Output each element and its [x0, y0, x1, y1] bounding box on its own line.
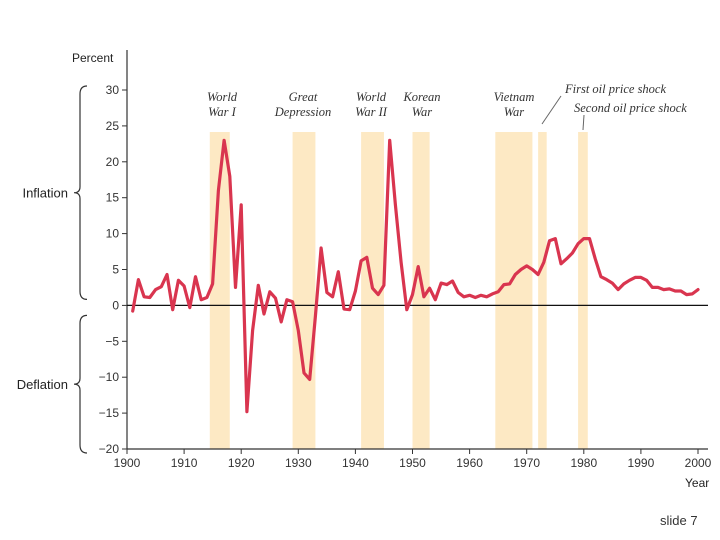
label-line: War I [208, 105, 237, 119]
leader-second-oil-shock [582, 114, 585, 131]
x-tick-label: 1950 [399, 456, 426, 470]
label-line: First oil price shock [564, 82, 666, 96]
label-first-oil-price-shock: First oil price shock [564, 82, 666, 96]
slide-number: slide 7 [660, 513, 698, 528]
y-tick-label: 30 [106, 83, 120, 97]
bracket-inflation [73, 85, 88, 300]
bracket-deflation [73, 314, 88, 454]
x-tick-label: 1980 [570, 456, 597, 470]
label-line: Korean [402, 90, 440, 104]
x-tick-label: 1920 [228, 456, 255, 470]
label-line: Vietnam [494, 90, 535, 104]
y-tick-label: −15 [99, 406, 120, 420]
label-line: War [504, 105, 525, 119]
label-second-oil-price-shock: Second oil price shock [574, 101, 687, 115]
y-tick-label: 25 [106, 119, 120, 133]
x-tick-label: 2000 [685, 456, 712, 470]
bracket-label-deflation: Deflation [17, 377, 68, 392]
label-line: Great [289, 90, 318, 104]
band-world-war-1 [209, 132, 230, 449]
label-line: War II [355, 105, 388, 119]
y-tick-label: 10 [106, 227, 120, 241]
label-great-depression: Great Depression [274, 90, 331, 119]
x-tick-label: 1940 [342, 456, 369, 470]
label-vietnam-war: Vietnam War [494, 90, 535, 119]
x-tick-label: 1990 [628, 456, 655, 470]
band-great-depression [292, 132, 316, 449]
x-tick-label: 1930 [285, 456, 312, 470]
y-tick-label: −20 [99, 442, 120, 456]
x-tick-label: 1910 [171, 456, 198, 470]
y-tick-label: 0 [112, 298, 119, 312]
band-first-oil-price-shock [538, 132, 547, 449]
band-second-oil-price-shock [578, 132, 588, 449]
x-tick-label: 1970 [513, 456, 540, 470]
y-tick-label: 15 [106, 191, 120, 205]
series-layer [131, 138, 700, 414]
leader-first-oil-shock [541, 95, 562, 125]
period-bands [209, 132, 588, 449]
y-tick-label: −5 [105, 334, 119, 348]
band-korean-war [412, 132, 430, 449]
x-tick-label: 1960 [456, 456, 483, 470]
label-world-war-1: World War I [207, 90, 238, 119]
label-line: War [412, 105, 433, 119]
label-korean-war: Korean War [402, 90, 440, 119]
series-line-inflation [131, 138, 700, 414]
band-vietnam-war [495, 132, 533, 449]
x-tick-label: 1900 [114, 456, 141, 470]
y-tick-label: 20 [106, 155, 120, 169]
label-world-war-2: World War II [355, 90, 388, 119]
label-line: Depression [274, 105, 331, 119]
label-line: World [356, 90, 387, 104]
y-axis-title: Percent [72, 51, 114, 65]
label-line: World [207, 90, 238, 104]
bracket-label-inflation: Inflation [22, 186, 68, 201]
y-tick-label: −10 [99, 370, 120, 384]
label-line: Second oil price shock [574, 101, 687, 115]
x-axis-title: Year [685, 476, 709, 490]
y-tick-label: 5 [112, 263, 119, 277]
